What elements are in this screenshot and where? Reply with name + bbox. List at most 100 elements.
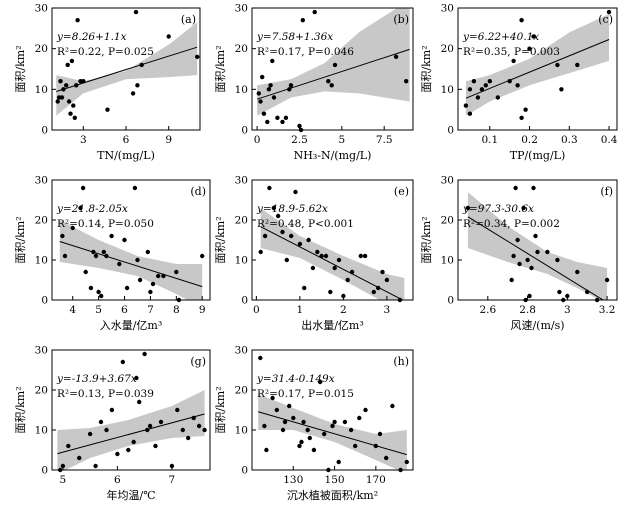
x-axis-title: 入水量/亿m³ (100, 319, 163, 332)
x-tick-label: 2.8 (519, 304, 536, 316)
y-tick-label: 0 (41, 125, 48, 137)
confidence-band (56, 22, 198, 116)
y-tick-label: 20 (235, 385, 248, 397)
panel-b: 0 2.5 5 7.5 0 10 20 30 y=7.58+1.36x R²=0.17, P=0.… (214, 3, 414, 162)
data-point (362, 253, 368, 259)
data-point (83, 269, 88, 275)
y-axis-title: 面积/km² (14, 45, 27, 92)
data-point (336, 459, 341, 465)
confidence-band (59, 220, 203, 300)
data-point (265, 119, 270, 125)
data-point (345, 277, 350, 283)
data-point (545, 249, 550, 255)
x-tick-label: 6 (114, 474, 121, 486)
data-point (101, 249, 107, 255)
y-tick-label: 30 (35, 175, 48, 187)
data-point (270, 395, 275, 401)
data-point (585, 289, 590, 295)
data-point (275, 115, 280, 121)
data-point (302, 285, 307, 291)
y-axis-title: 面积/km² (214, 45, 227, 92)
data-point (376, 285, 381, 291)
data-point (93, 253, 99, 259)
data-point (87, 431, 93, 437)
data-point (315, 249, 320, 255)
data-point (348, 427, 354, 433)
data-point (517, 261, 522, 267)
x-axis-title: 出水量/亿m³ (301, 318, 364, 332)
data-point (311, 447, 317, 453)
data-point (487, 79, 492, 84)
y-tick-label: 30 (235, 175, 248, 187)
data-point (393, 54, 399, 59)
x-tick-label: 5 (95, 304, 102, 316)
x-tick-label: 2.5 (291, 134, 308, 146)
confidence-band (260, 208, 405, 300)
y-tick-label: 0 (241, 125, 248, 137)
data-point (268, 83, 273, 88)
data-point (280, 427, 286, 433)
data-point (104, 427, 109, 433)
data-point (527, 46, 532, 51)
data-point (380, 269, 385, 275)
data-point (511, 253, 516, 259)
data-point (519, 18, 524, 23)
plot-frame (457, 7, 618, 131)
data-point (465, 205, 471, 211)
plot-frame (51, 349, 211, 471)
data-point (515, 83, 520, 88)
regression-equation: y=6.22+40.1x (462, 31, 539, 43)
data-point (475, 95, 481, 100)
data-point (80, 185, 86, 191)
regression-stats: R²=0.17, P=0.015 (257, 388, 354, 400)
data-point (256, 91, 261, 96)
regression-line (258, 411, 407, 456)
y-tick-label: 20 (35, 43, 48, 55)
data-point (523, 107, 528, 112)
data-point (147, 423, 153, 429)
regression-equation: y=7.58+1.36x (256, 31, 333, 43)
data-point (357, 415, 362, 421)
data-point (299, 439, 304, 445)
x-tick-label: 0 (253, 304, 260, 316)
plot-frame (457, 179, 618, 301)
x-tick-label: 9 (199, 304, 206, 316)
y-tick-label: 20 (35, 385, 48, 397)
panel-letter: (f) (600, 185, 613, 198)
x-tick-label: 2.6 (479, 304, 496, 316)
data-point (336, 257, 342, 263)
data-point (332, 265, 337, 271)
data-point (145, 427, 150, 433)
data-point (271, 205, 276, 211)
data-point (467, 111, 473, 116)
data-point (297, 241, 303, 247)
data-point (270, 58, 275, 64)
x-axis-title: 沉水植被面积/km² (287, 488, 378, 502)
data-point (261, 111, 267, 116)
data-point (174, 269, 179, 275)
data-point (196, 423, 202, 429)
data-point (513, 185, 518, 191)
confidence-band (257, 8, 410, 116)
data-point (66, 443, 71, 449)
data-point (124, 285, 130, 291)
data-point (353, 443, 358, 449)
data-point (312, 9, 317, 15)
data-point (133, 9, 139, 15)
data-point (317, 379, 323, 385)
y-tick-label: 0 (41, 295, 48, 307)
data-point (323, 253, 329, 259)
data-point (109, 233, 114, 239)
data-point (527, 293, 532, 299)
data-point (342, 419, 348, 425)
regression-stats: R²=0.34, P=0.002 (463, 218, 560, 230)
regression-stats: R²=0.22, P=0.025 (57, 46, 154, 58)
y-tick-label: 10 (235, 425, 248, 437)
data-point (58, 79, 63, 84)
data-point (98, 419, 104, 425)
data-point (322, 431, 327, 437)
panel-letter: (a) (181, 13, 196, 26)
x-tick-label: 7 (169, 474, 176, 486)
data-point (330, 423, 335, 429)
data-point (271, 95, 277, 100)
